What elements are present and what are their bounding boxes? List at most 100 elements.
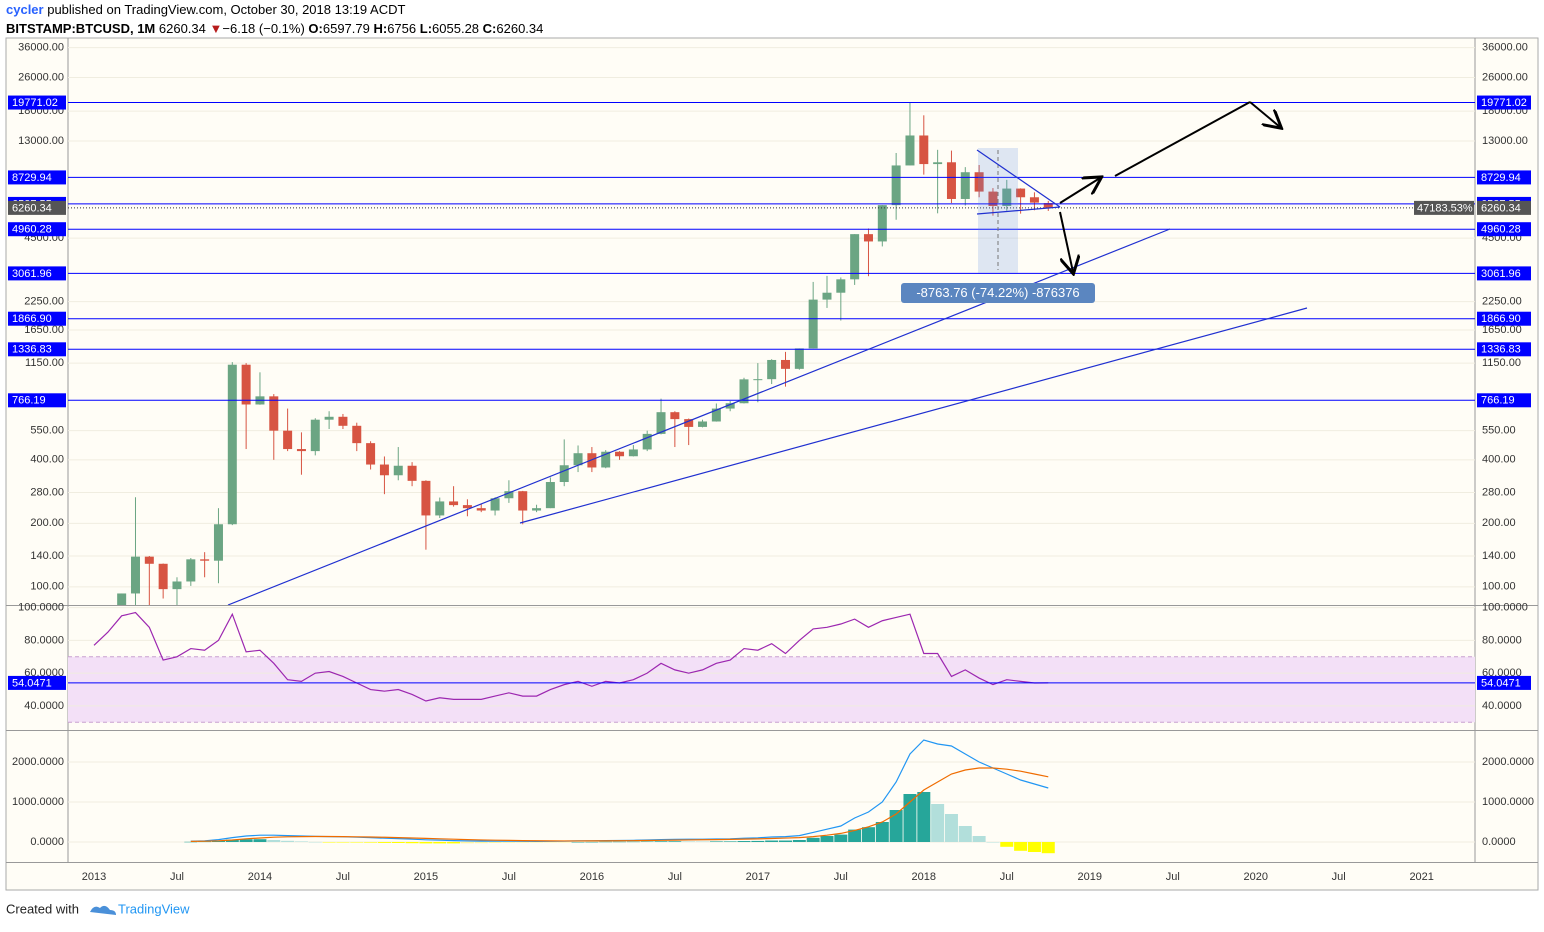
price-box [1477,95,1531,110]
y-tick-label: 1000.0000 [12,796,64,808]
y-tick-label: 2000.0000 [1482,756,1534,768]
candle-body [407,465,417,481]
arrow [1114,101,1251,177]
price-box [1477,342,1531,357]
hist-bar [654,841,668,842]
trend-line [519,307,1308,524]
price-box [8,393,66,408]
price-box [1477,311,1531,326]
y-tick-label: 1150.00 [25,357,64,369]
candle-body [974,172,984,192]
hist-bar [682,841,696,842]
y-tick-label: 0.0000 [1482,836,1516,848]
candle-body [559,465,569,483]
x-tick-label: Jul [170,871,184,883]
hist-bar [972,836,986,842]
footer-created: Created with [6,901,79,916]
hist-bar [502,842,516,843]
candle-body [352,425,362,444]
y-tick-label: 26000.00 [1482,71,1528,83]
price-box-label: 8729.94 [1481,172,1521,184]
candle-body [767,359,777,380]
logo [90,905,116,915]
hist-bar [239,839,253,842]
candle-body [822,292,832,300]
hist-bar [986,842,1000,843]
y-tick-label: 100.0000 [1482,602,1528,614]
price-box-label: 8729.94 [12,172,52,184]
hist-bar [806,837,820,842]
arrow [1059,178,1100,204]
candle-body [490,498,500,511]
price-box [8,222,66,237]
hist-bar [225,839,239,842]
candle-body [338,416,348,426]
candle-body [656,412,666,434]
y-tick-label: 280.00 [1482,486,1516,498]
candle-body [435,501,445,516]
hist-bar [848,829,862,842]
x-tick-label: Jul [1166,871,1180,883]
candle-body [877,205,887,242]
hist-bar [1014,842,1028,851]
y-tick-label: 80.0000 [24,634,64,646]
hist-bar [723,841,737,842]
price-box-label: 4960.28 [12,224,52,236]
price-box-label: 19771.02 [1481,97,1527,109]
hist-bar [516,842,530,843]
hist-bar [557,842,571,843]
hist-bar [474,842,488,844]
hist-bar [889,810,903,842]
hist-bar [336,842,350,843]
hist-bar [488,842,502,843]
l-label: L: [420,21,432,36]
hist-bar [779,840,792,842]
price-box [1477,393,1531,408]
hist-bar [696,841,710,842]
price-box-label: 1336.83 [1481,344,1521,356]
frame [5,37,1539,891]
price-box [8,311,66,326]
x-tick-label: 2014 [248,871,272,883]
candle-body [615,451,625,457]
x-tick-label: 2016 [580,871,604,883]
price-box [1477,266,1531,281]
x-tick-label: 2021 [1409,871,1433,883]
y-tick-label: 200.00 [1482,517,1516,529]
candle-body [186,559,196,582]
signal-line [190,767,1049,842]
arrow [1249,101,1280,127]
hist-bar [391,842,405,843]
y-tick-label: 100.00 [1482,581,1516,593]
candle-body [781,359,790,369]
c-label: C: [483,21,497,36]
y-tick-label: 200.00 [30,517,64,529]
footer-brand[interactable]: TradingView [118,901,190,916]
candle-body [1029,197,1039,203]
candle-body [960,172,970,199]
candle-body [573,453,583,466]
pct-box [1414,200,1474,215]
candle-body [684,419,694,427]
triangle-line [976,206,1061,215]
candle-body [808,299,818,349]
low: 6055.28 [432,21,479,36]
x-tick-label: 2020 [1243,871,1267,883]
hist-bar [668,841,682,842]
candle-body [379,464,389,476]
candle-body [698,421,708,427]
hist-bar [751,840,765,842]
hist-bar [709,841,723,842]
candle-body [172,581,182,590]
hist-bar [792,840,806,842]
measure-box [978,148,1018,273]
x-tick-label: 2018 [912,871,936,883]
hist-bar [820,836,834,842]
candle-body [919,135,929,165]
hist-bar [931,804,945,842]
candle-body [1043,203,1053,208]
y-tick-label: 100.00 [30,581,64,593]
open: 6597.79 [323,21,370,36]
candle-body [241,364,251,405]
measure-label: -8763.76 (-74.22%) -876376 [916,285,1079,300]
